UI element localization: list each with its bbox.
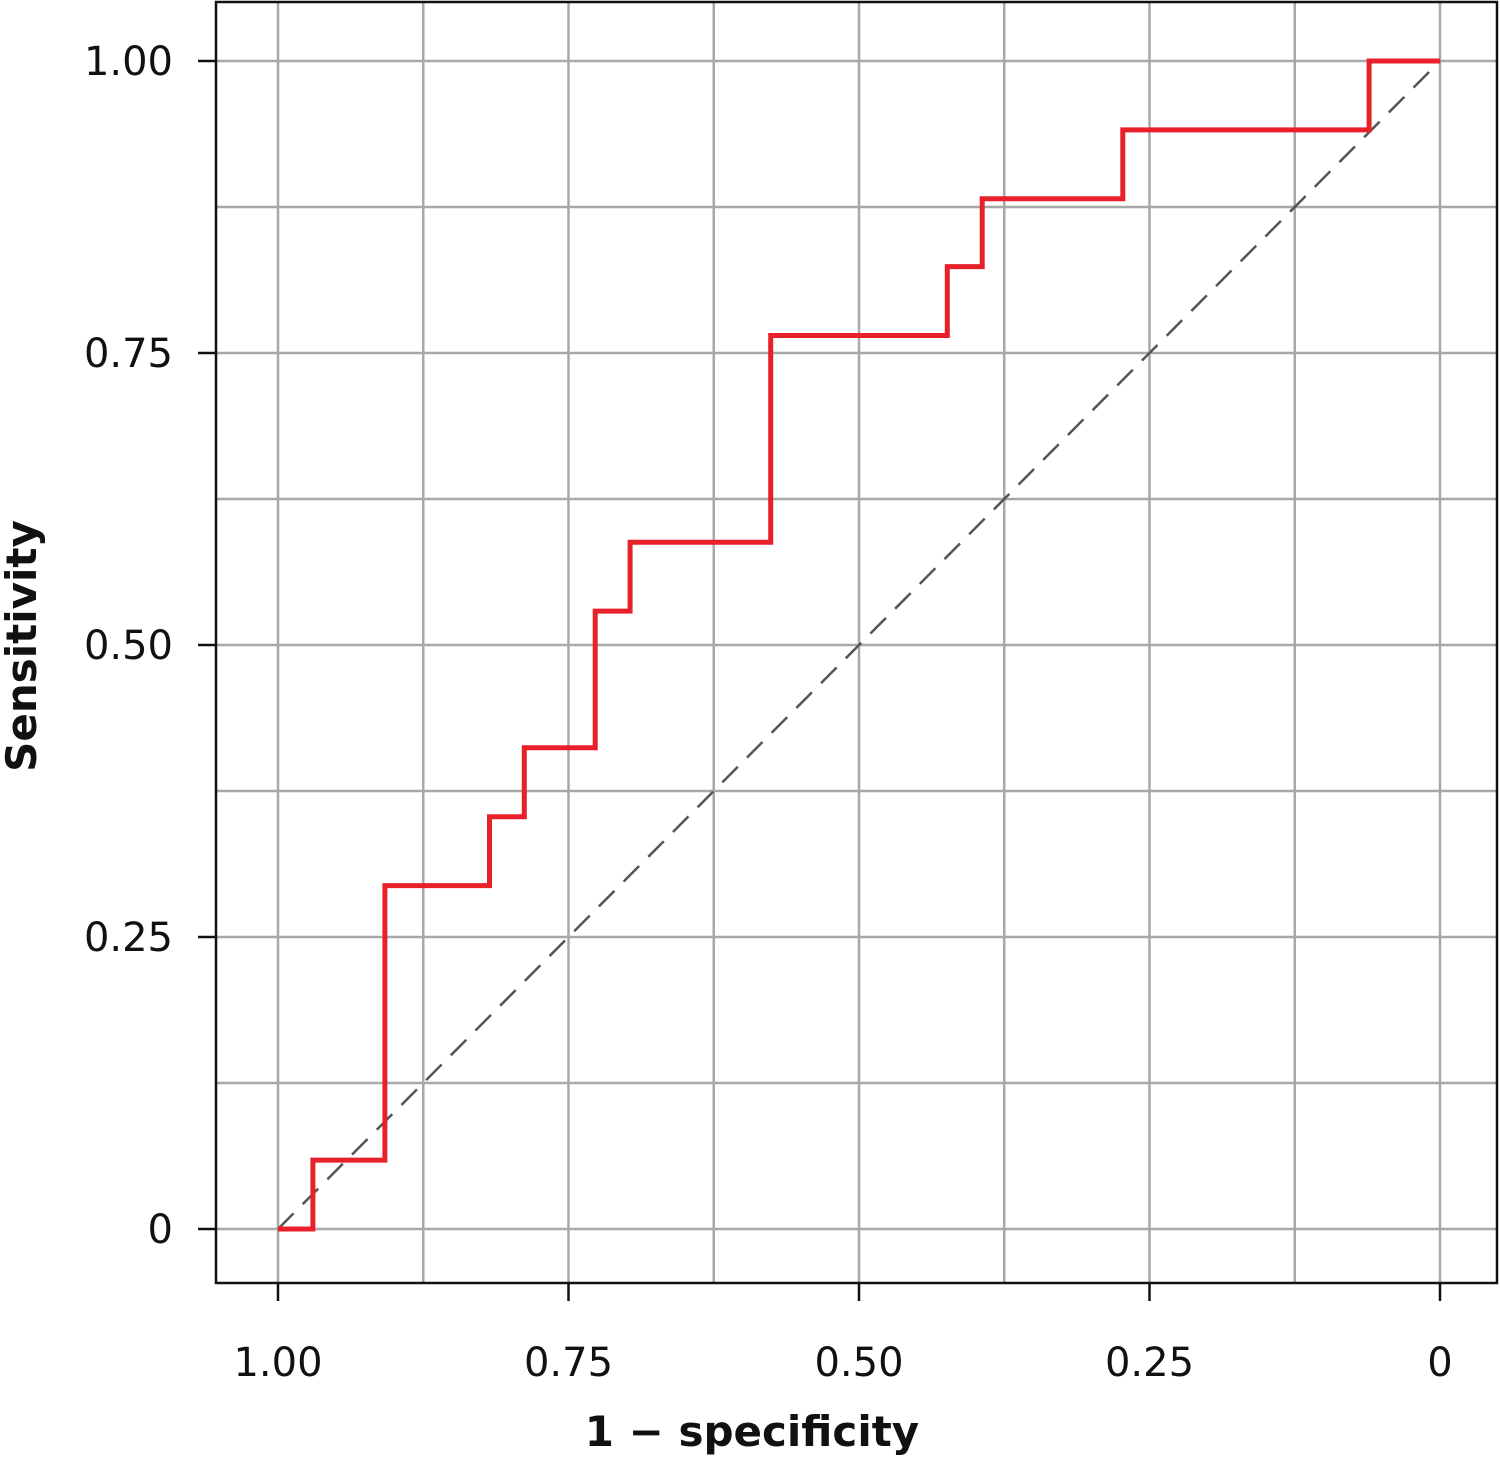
roc-curve-layer [278, 58, 1440, 1232]
y-tick-label: 0.25 [84, 915, 173, 961]
y-tick-label: 0.50 [84, 623, 173, 669]
y-axis-title: Sensitivity [0, 520, 46, 772]
tick-labels: 1.00 0.75 0.50 0.25 0 0 0.25 0.50 0.75 1.00 [84, 39, 1453, 1386]
tick-marks [198, 59, 1442, 1301]
y-tick-label: 1.00 [84, 39, 173, 85]
x-tick-label: 0 [1427, 1340, 1452, 1386]
x-tick-label: 0.75 [524, 1340, 613, 1386]
roc-curve-line [278, 58, 1440, 1232]
grid-lines [216, 2, 1497, 1283]
chance-diagonal-line [277, 60, 1441, 1230]
x-axis-title: 1 − specificity [585, 1407, 919, 1456]
y-tick-label: 0 [148, 1207, 173, 1253]
x-tick-label: 0.50 [814, 1340, 903, 1386]
x-tick-label: 0.25 [1105, 1340, 1194, 1386]
y-tick-label: 0.75 [84, 331, 173, 377]
reference-diagonal [277, 60, 1441, 1230]
x-tick-label: 1.00 [233, 1340, 322, 1386]
plot-frame [214, 0, 1499, 1285]
